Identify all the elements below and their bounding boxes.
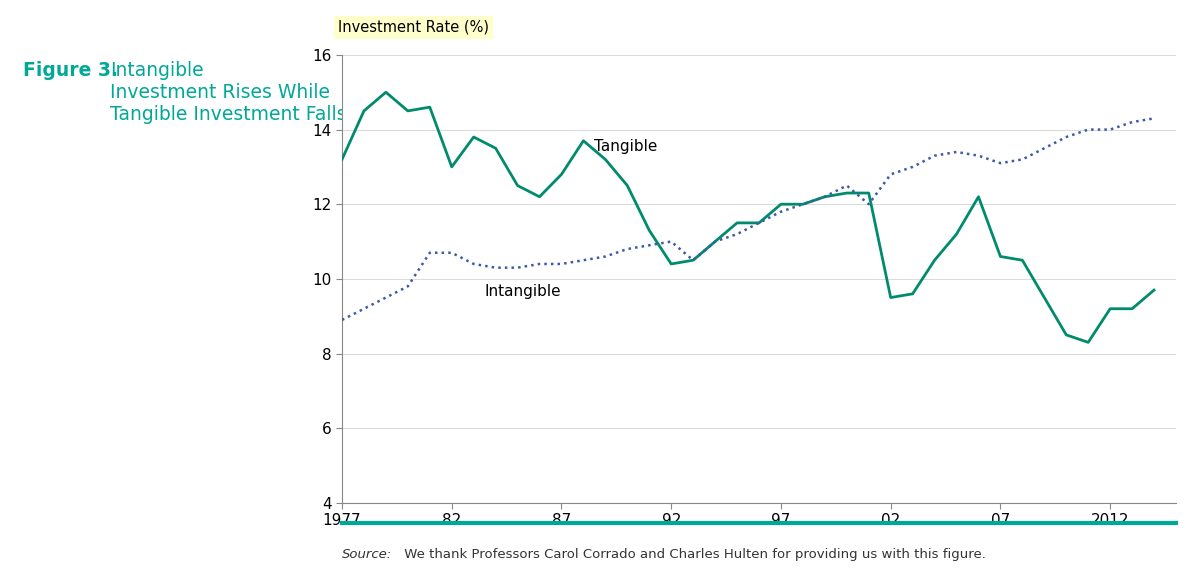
Text: Intangible
Investment Rises While
Tangible Investment Falls: Intangible Investment Rises While Tangib… (110, 61, 347, 124)
Text: Figure 3.: Figure 3. (23, 61, 118, 80)
Text: We thank Professors Carol Corrado and Charles Hulten for providing us with this : We thank Professors Carol Corrado and Ch… (400, 548, 985, 561)
Text: Investment Rate (%): Investment Rate (%) (338, 20, 488, 35)
Text: Source:: Source: (342, 548, 392, 561)
Text: Intangible: Intangible (485, 284, 562, 299)
Text: Tangible: Tangible (594, 139, 658, 154)
